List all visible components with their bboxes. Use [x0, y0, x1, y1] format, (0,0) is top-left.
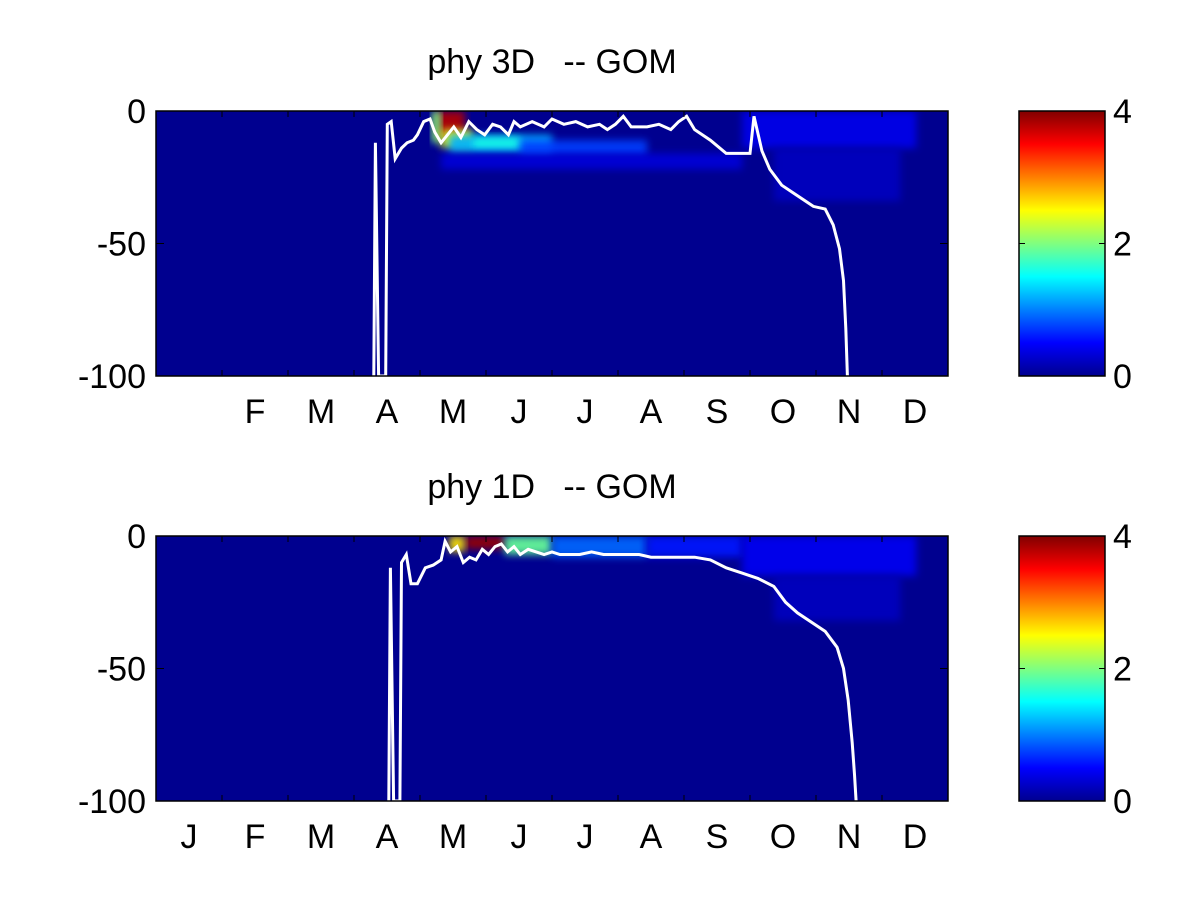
x-tick-label: M [307, 393, 335, 431]
heat-patch [552, 536, 648, 558]
colorbar-tick-label: 0 [1113, 783, 1132, 821]
x-tick-label: J [511, 818, 528, 856]
panel-bottom-title: phy 1D -- GOM [427, 468, 676, 506]
panel-top-colorbar: 0 2 4 [1018, 93, 1132, 396]
x-tick-label: M [307, 818, 335, 856]
panel-bottom: phy 1D -- GOM J F M A M J J A S O N D 0 -50 -100 0 2 4 [78, 468, 1132, 856]
x-tick-label: M [439, 393, 467, 431]
x-tick-label: A [640, 818, 663, 856]
x-tick-label: J [577, 393, 594, 431]
panel-bottom-colorbar-gradient [1018, 535, 1106, 802]
x-tick-label: M [439, 818, 467, 856]
x-tick-label: D [903, 393, 928, 431]
x-tick-label: F [245, 818, 266, 856]
panel-bottom-y-axis: 0 -50 -100 [78, 518, 948, 821]
panel-top-heatmap [431, 111, 917, 202]
panel-bottom-colorbar: 0 2 4 [1018, 518, 1132, 821]
x-tick-label: A [640, 393, 663, 431]
x-tick-label: N [837, 393, 862, 431]
colorbar-tick-label: 4 [1113, 518, 1132, 556]
panel-bottom-colorbar-ticks: 0 2 4 [1019, 518, 1132, 821]
panel-top-title: phy 3D -- GOM [427, 43, 676, 81]
x-tick-label: A [376, 393, 399, 431]
heat-patch [647, 536, 743, 558]
colorbar-tick-label: 0 [1113, 358, 1132, 396]
y-tick-label: 0 [127, 518, 146, 556]
panel-bottom-series-line [387, 536, 858, 801]
x-tick-label: J [181, 818, 198, 856]
heat-patch [504, 536, 552, 555]
panel-top-colorbar-gradient [1018, 110, 1106, 377]
y-tick-label: -100 [78, 358, 146, 396]
heat-patch [449, 536, 465, 552]
y-tick-label: -50 [97, 651, 146, 689]
panel-top-colorbar-ticks: 0 2 4 [1019, 93, 1132, 396]
x-tick-label: O [770, 393, 796, 431]
x-tick-label: O [770, 818, 796, 856]
colorbar-tick-label: 2 [1113, 226, 1132, 264]
x-tick-label: F [245, 393, 266, 431]
heat-patch [441, 153, 743, 170]
colorbar-tick-label: 2 [1113, 651, 1132, 689]
x-tick-label: S [706, 818, 729, 856]
x-tick-label: J [577, 818, 594, 856]
x-tick-label: J [511, 393, 528, 431]
heat-patch [742, 536, 917, 576]
heat-patch [472, 137, 521, 149]
panel-top-y-axis: 0 -50 -100 [78, 93, 948, 396]
heat-patch [773, 575, 901, 621]
x-tick-label: S [706, 393, 729, 431]
x-tick-label: A [376, 818, 399, 856]
heat-patch [742, 111, 917, 149]
x-tick-label: N [837, 818, 862, 856]
panel-bottom-heatmap [449, 536, 917, 621]
y-tick-label: -100 [78, 783, 146, 821]
panel-top-series-line [372, 114, 849, 376]
colorbar-tick-label: 4 [1113, 93, 1132, 131]
y-tick-label: -50 [97, 226, 146, 264]
heat-patch [464, 536, 505, 550]
y-tick-label: 0 [127, 93, 146, 131]
heat-patch [520, 140, 648, 157]
heat-patch [431, 111, 442, 143]
x-tick-label: D [903, 818, 928, 856]
panel-top: phy 3D -- GOM F M A M J J A S O N D 0 -50 -100 0 2 4 [78, 43, 1132, 431]
